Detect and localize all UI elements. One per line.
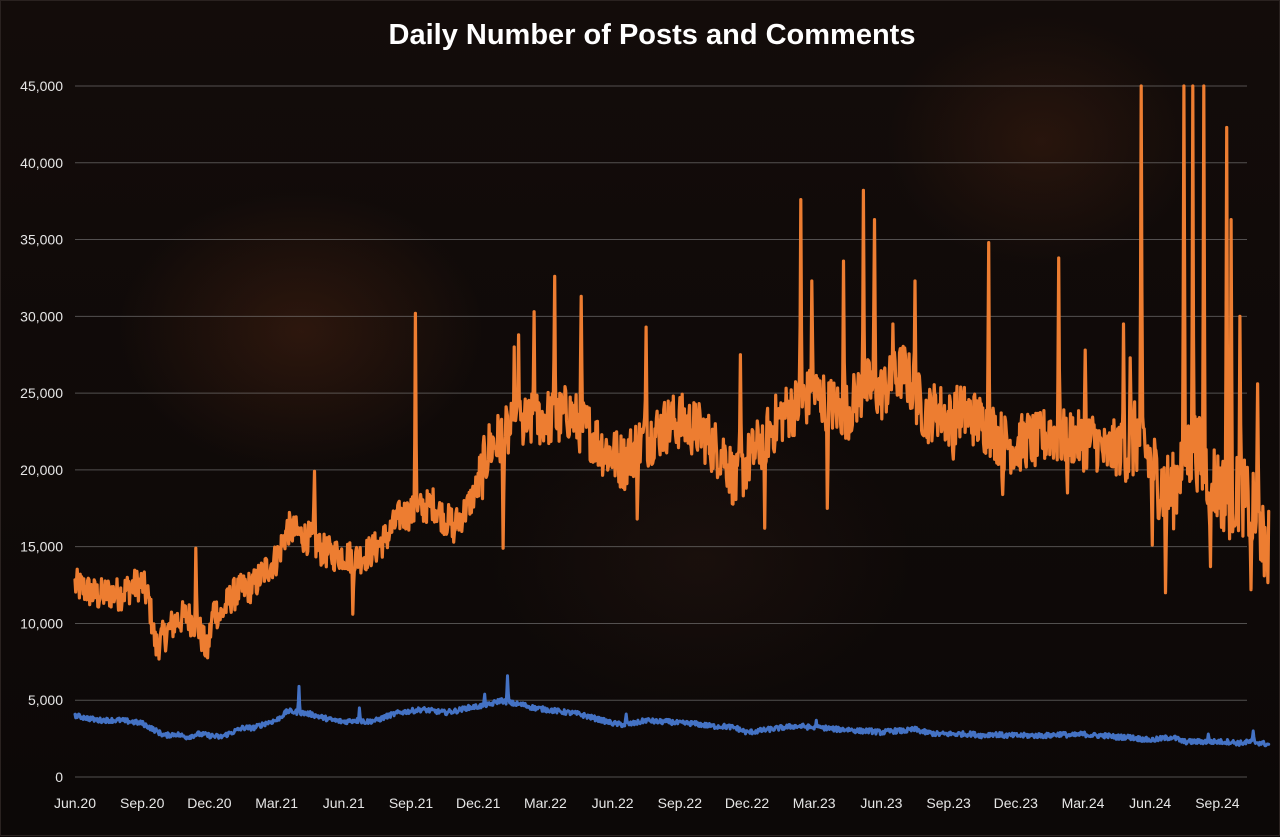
y-tick-label: 45,000 [20, 78, 63, 94]
series-line-comments [73, 84, 1271, 661]
x-tick-label: Sep.22 [658, 795, 703, 811]
x-tick-label: Jun.22 [592, 795, 634, 811]
x-tick-label: Mar.24 [1062, 795, 1105, 811]
y-tick-label: 40,000 [20, 155, 63, 171]
y-tick-label: 0 [55, 769, 63, 785]
y-tick-label: 5,000 [28, 692, 63, 708]
x-tick-label: Mar.23 [793, 795, 836, 811]
x-tick-label: Dec.20 [187, 795, 232, 811]
y-tick-label: 30,000 [20, 308, 63, 324]
y-tick-label: 35,000 [20, 232, 63, 248]
y-tick-label: 10,000 [20, 615, 63, 631]
x-tick-label: Dec.22 [725, 795, 770, 811]
series-line-posts [73, 674, 1271, 748]
x-tick-label: Sep.20 [120, 795, 165, 811]
x-tick-label: Mar.22 [524, 795, 567, 811]
x-tick-label: Jun.20 [54, 795, 96, 811]
x-tick-label: Sep.23 [926, 795, 971, 811]
y-tick-label: 20,000 [20, 462, 63, 478]
x-tick-label: Dec.23 [994, 795, 1039, 811]
y-tick-label: 15,000 [20, 539, 63, 555]
x-tick-label: Jun.24 [1129, 795, 1171, 811]
x-tick-label: Dec.21 [456, 795, 501, 811]
x-tick-label: Sep.21 [389, 795, 434, 811]
y-tick-label: 25,000 [20, 385, 63, 401]
x-tick-label: Mar.21 [255, 795, 298, 811]
x-tick-label: Jun.21 [323, 795, 365, 811]
x-tick-label: Sep.24 [1195, 795, 1240, 811]
x-tick-label: Jun.23 [860, 795, 902, 811]
chart-title: Daily Number of Posts and Comments [388, 19, 916, 51]
